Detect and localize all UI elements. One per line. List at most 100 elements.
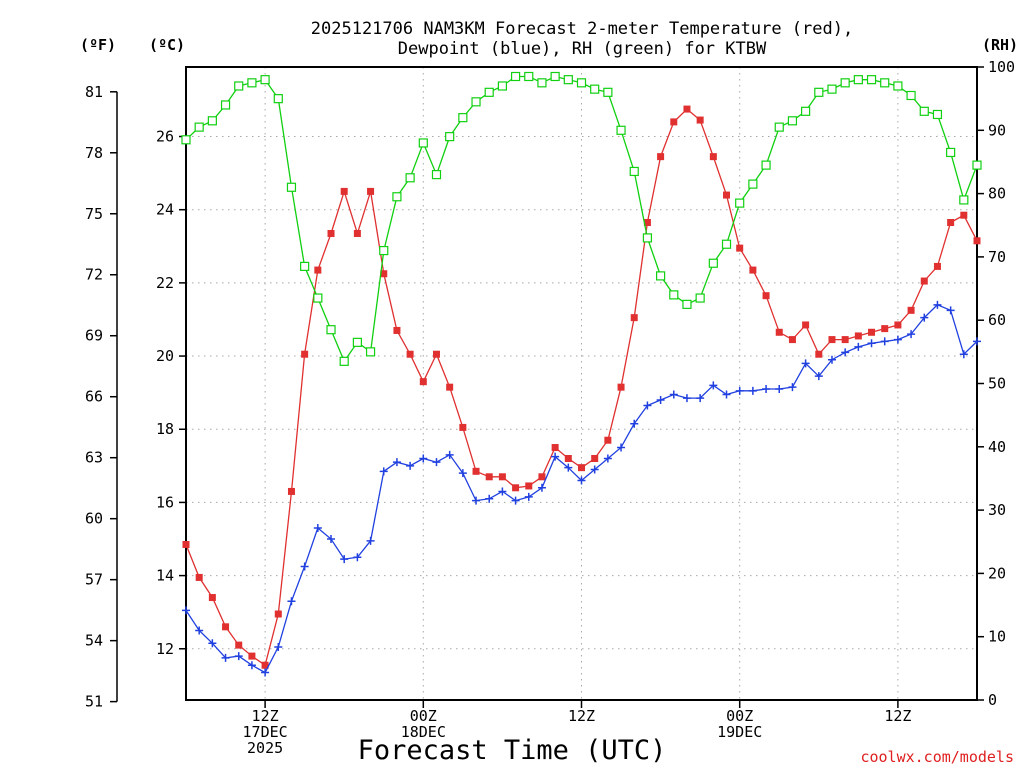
dewpoint-point — [261, 668, 270, 677]
fahrenheit-tick-label: 57 — [85, 571, 103, 589]
time-tick-label: 00Z — [726, 707, 753, 725]
dewpoint-point — [327, 535, 336, 544]
temperature-line — [185, 108, 978, 667]
temperature-point — [314, 266, 322, 274]
dewpoint-point — [419, 454, 428, 463]
dewpoint-point — [788, 383, 797, 392]
rh-point — [260, 75, 270, 85]
rh-point — [471, 97, 481, 107]
rh-point — [761, 160, 771, 170]
dewpoint-point — [445, 450, 454, 459]
temperature-point — [841, 336, 849, 344]
rh-point — [655, 271, 666, 281]
series-temperature — [182, 105, 981, 669]
time-tick-label: 17DEC — [243, 723, 288, 741]
temperature-point — [973, 237, 981, 245]
rh-point — [972, 160, 982, 170]
temperature-point — [933, 262, 941, 270]
rh-point — [576, 78, 587, 88]
rh-tick-label: 90 — [988, 121, 1006, 139]
rh-point — [194, 122, 204, 132]
dewpoint-point — [748, 386, 757, 395]
dewpoint-point — [564, 463, 573, 472]
dewpoint-point — [182, 606, 190, 615]
temperature-point — [604, 436, 612, 444]
rh-point — [840, 78, 850, 88]
rh-point — [313, 293, 323, 303]
dewpoint-point — [682, 394, 691, 403]
temperature-point — [960, 211, 968, 219]
temperature-point — [709, 153, 717, 161]
temperature-point — [775, 328, 783, 336]
rh-tick-label: 10 — [988, 628, 1006, 646]
rh-point — [326, 325, 336, 335]
rh-point — [181, 135, 191, 145]
dewpoint-point — [208, 639, 217, 648]
rh-axis-label: (RH) — [982, 36, 1018, 54]
temperature-point — [248, 652, 256, 660]
time-tick-label: 12Z — [568, 707, 595, 725]
time-tick-label: 2025 — [247, 739, 283, 757]
temperature-point — [446, 383, 454, 391]
rh-point — [893, 81, 903, 91]
temperature-point — [947, 219, 955, 227]
celsius-tick-label: 22 — [156, 274, 174, 292]
temperature-point — [578, 464, 585, 472]
rh-point — [497, 81, 507, 91]
fahrenheit-tick-label: 75 — [85, 205, 103, 223]
celsius-tick-label: 16 — [156, 493, 174, 511]
dewpoint-point — [801, 359, 810, 368]
dewpoint-point — [537, 483, 546, 492]
fahrenheit-tick-label: 69 — [85, 327, 103, 345]
rh-point — [207, 116, 217, 126]
rh-point — [484, 87, 494, 97]
rh-line — [185, 75, 978, 363]
rh-tick-label: 80 — [988, 185, 1006, 203]
fahrenheit-tick-label: 63 — [85, 449, 103, 467]
dewpoint-point — [959, 350, 968, 359]
rh-axis: 0 10 20 30 40 50 60 70 80 90 100 — [977, 58, 1015, 709]
temperature-point — [406, 350, 414, 358]
temperature-point — [512, 484, 520, 492]
temperature-point — [920, 277, 928, 285]
rh-point — [563, 75, 573, 85]
dewpoint-point — [933, 300, 942, 309]
rh-point — [286, 182, 297, 192]
rh-point — [959, 195, 969, 205]
dewpoint-point — [577, 476, 586, 485]
temperature-point — [353, 229, 361, 237]
rh-tick-label: 50 — [988, 375, 1006, 393]
fahrenheit-tick-label: 60 — [85, 510, 103, 528]
dewpoint-point — [274, 642, 283, 651]
temperature-point — [828, 336, 836, 344]
dewpoint-point — [630, 419, 639, 428]
rh-point — [273, 94, 283, 104]
rh-point — [524, 71, 534, 82]
rh-point — [405, 173, 415, 183]
temperature-point — [617, 383, 625, 391]
rh-point — [339, 356, 349, 366]
rh-point — [247, 78, 257, 88]
temperature-point — [630, 314, 638, 322]
rh-point — [932, 109, 943, 120]
time-tick-label: 18DEC — [401, 723, 446, 741]
temperature-point — [195, 573, 203, 581]
rh-point — [458, 113, 468, 123]
dewpoint-point — [458, 469, 467, 478]
temperature-point — [274, 610, 282, 618]
temperature-point — [643, 219, 651, 227]
rh-point — [603, 87, 613, 97]
fahrenheit-tick-label: 72 — [85, 266, 103, 284]
rh-point — [220, 100, 231, 110]
rh-point — [801, 106, 811, 116]
dewpoint-point — [814, 372, 823, 381]
title-line-1: 2025121706 NAM3KM Forecast 2-meter Tempe… — [311, 19, 853, 39]
dewpoint-point — [379, 467, 388, 476]
dewpoint-point — [973, 337, 981, 346]
temperature-point — [327, 229, 335, 237]
celsius-axis-label: (ºC) — [149, 36, 185, 54]
dewpoint-point — [735, 386, 744, 395]
temperature-point — [854, 332, 862, 340]
temperature-point — [696, 116, 704, 124]
